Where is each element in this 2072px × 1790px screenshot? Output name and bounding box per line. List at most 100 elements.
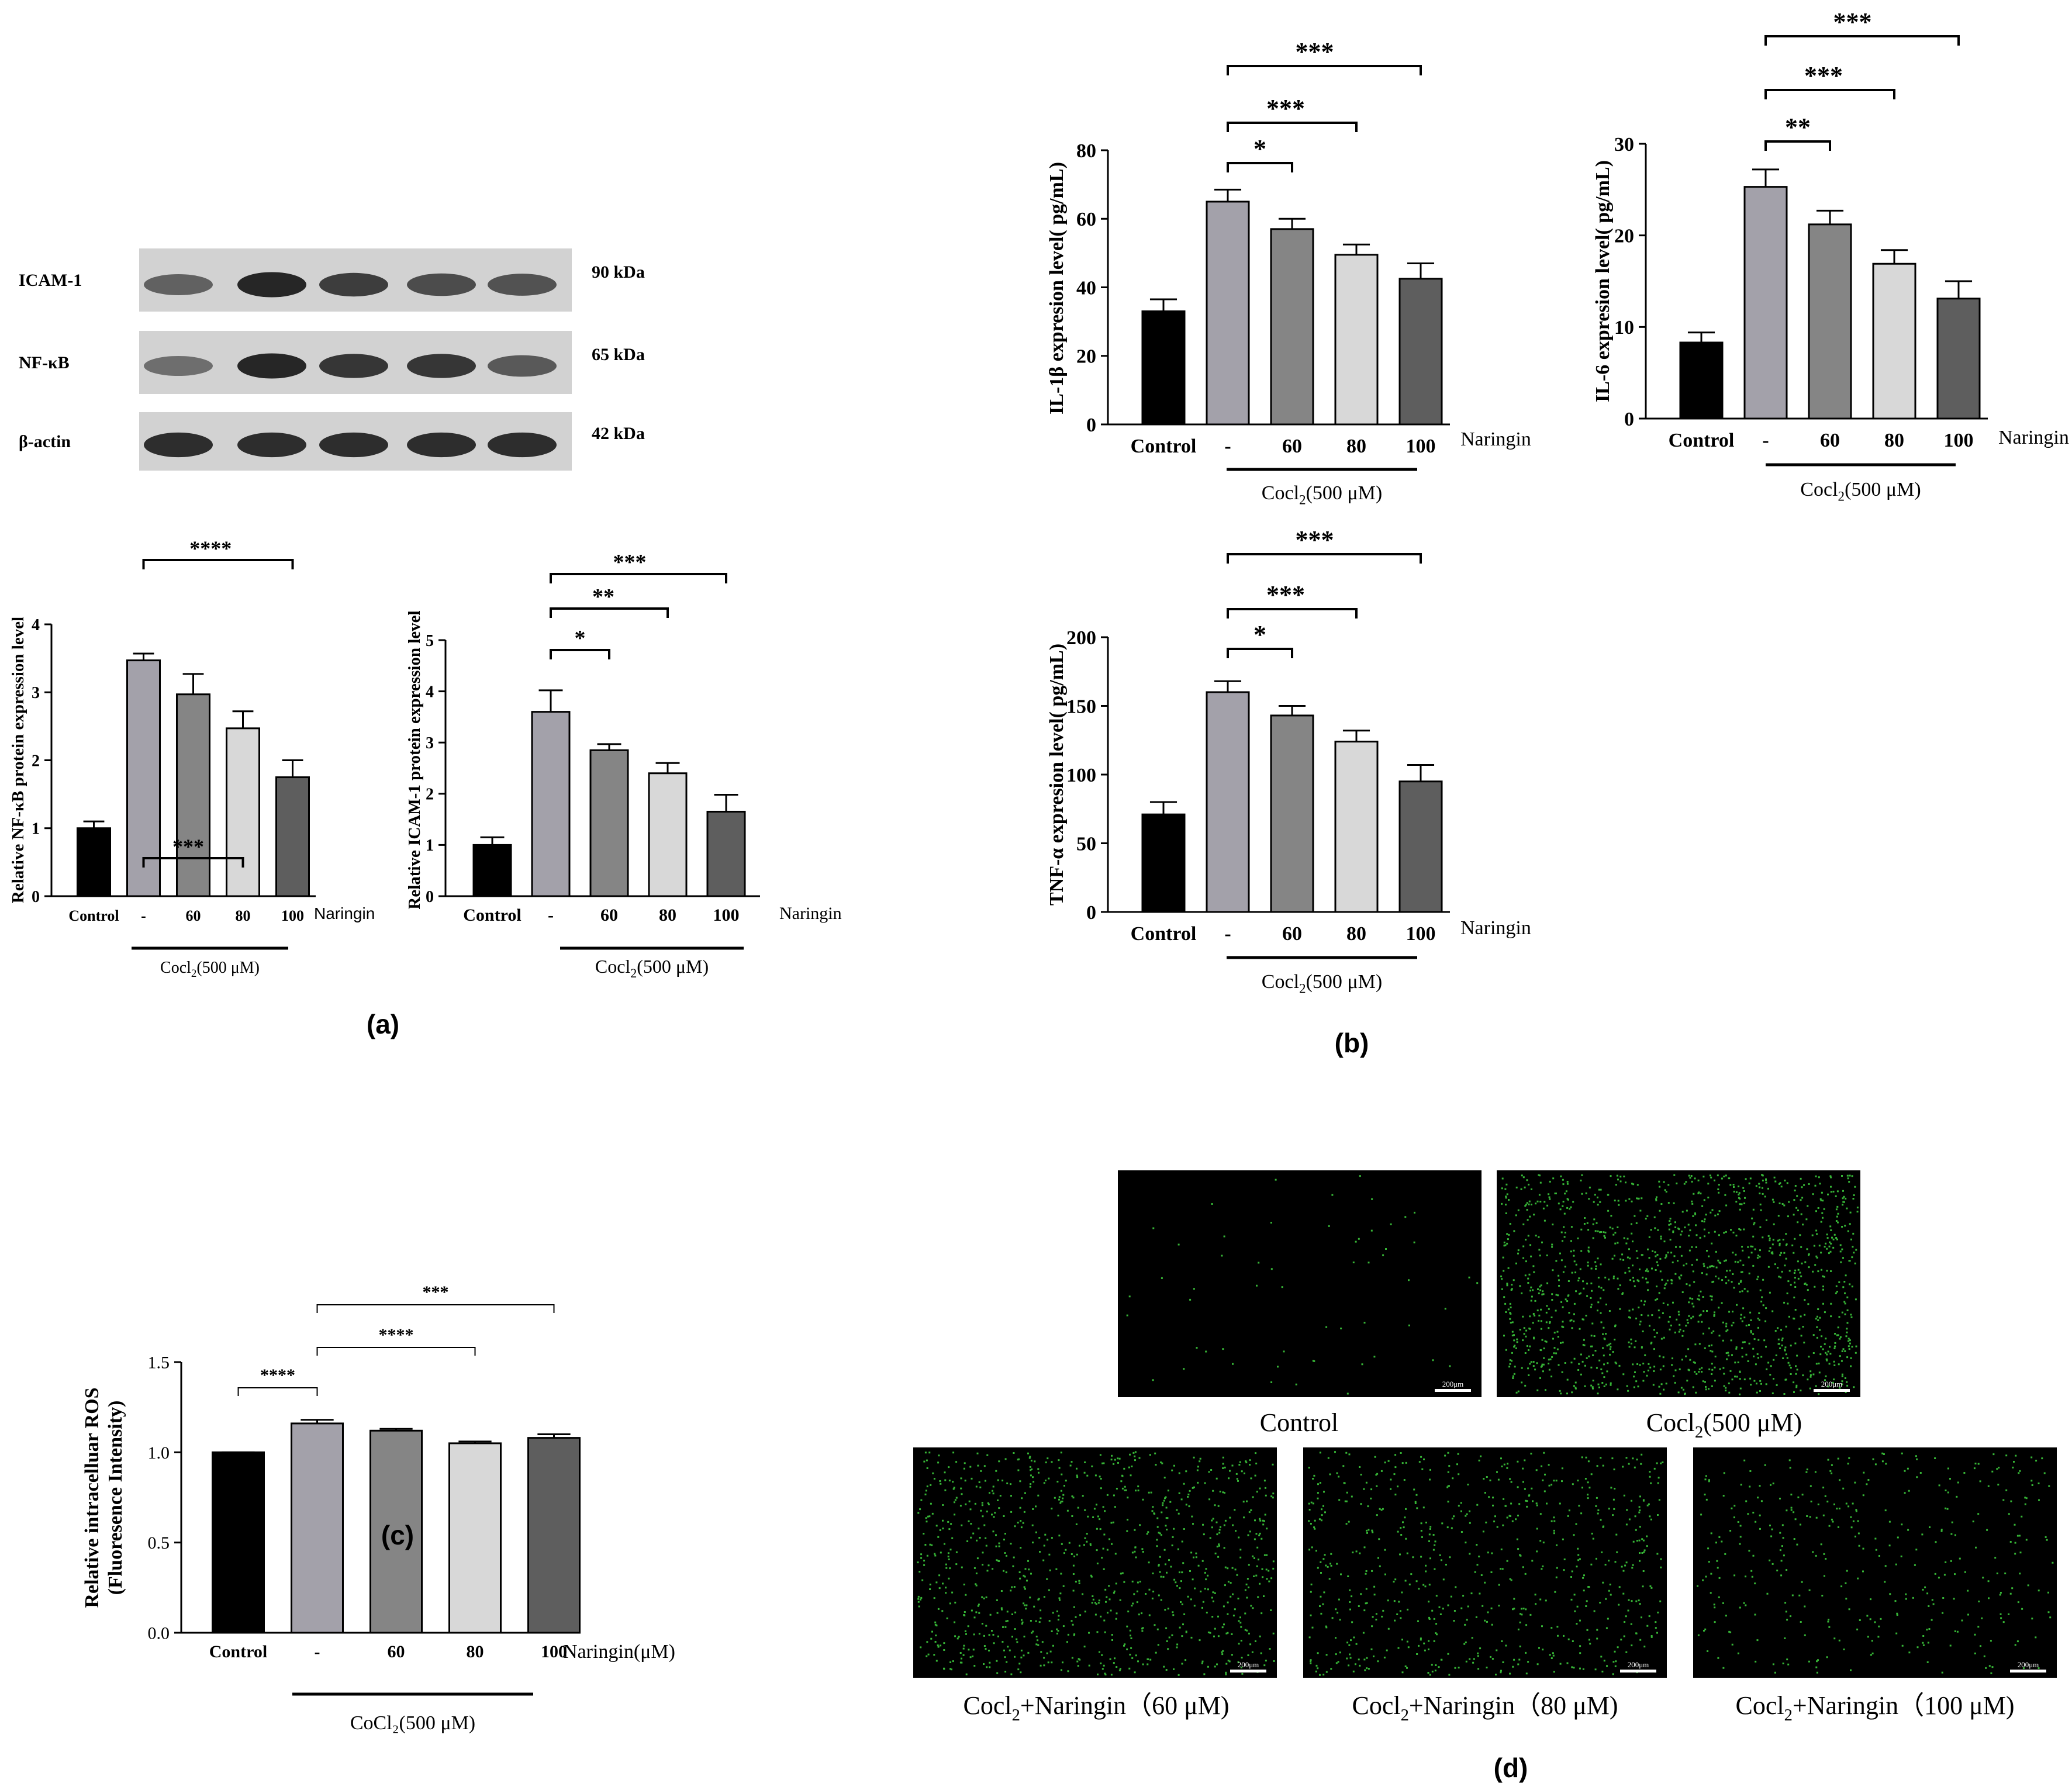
chart-il6-sig-label-0: **	[1785, 113, 1811, 141]
chart-il1b-category-4: 100	[1406, 436, 1436, 457]
western-blot-1-mw: 65 kDa	[592, 345, 645, 364]
chart-il1b-category-2: 60	[1282, 436, 1302, 457]
chart-icam-sig-label-0: *	[575, 626, 586, 651]
chart-nfkb-category-1: -	[141, 907, 146, 924]
western-blot-1-band-0	[144, 355, 213, 376]
chart-nfkb-treatment-label: Naringin	[314, 904, 375, 922]
western-blot-1-band-2	[319, 354, 388, 378]
chart-nfkb-group-label: Cocl2(500 μM)	[160, 959, 260, 980]
chart-il1b-group-label-rest: (500 μM)	[1306, 482, 1383, 504]
chart-ros-ytick-label-3: 1.5	[148, 1353, 170, 1373]
chart-ros-sig-bracket-1	[316, 1347, 476, 1356]
chart-il6-treatment-label: Naringin	[1998, 427, 2069, 448]
chart-il6-sig-bracket-2	[1764, 35, 1960, 46]
western-blot-0-band-4	[488, 274, 557, 296]
chart-il1b-bar-1	[1206, 201, 1250, 426]
chart-il6-bar-1	[1743, 186, 1788, 420]
chart-nfkb-ytick-label-2: 2	[32, 752, 40, 770]
chart-tnfa-category-4: 100	[1406, 923, 1436, 945]
chart-ros-category-2: 60	[388, 1642, 405, 1661]
chart-nfkb-ytick-label-4: 4	[32, 616, 40, 634]
chart-tnfa-sig-bracket-1	[1227, 608, 1358, 618]
chart-tnfa-sig-label-1: ***	[1266, 580, 1305, 609]
chart-il6-category-3: 80	[1884, 430, 1904, 451]
chart-il6-bar-0	[1679, 341, 1724, 420]
chart-ros-category-4: 100	[541, 1642, 567, 1661]
panel-label-b: (b)	[1335, 1028, 1369, 1058]
chart-il1b-category-1: -	[1224, 436, 1231, 457]
western-blot-1-band-4	[488, 355, 557, 377]
fluorescence-1-caption-sub: 2	[1695, 1423, 1703, 1442]
chart-tnfa-category-0: Control	[1131, 923, 1197, 945]
fluorescence-3-caption-main: Cocl	[1352, 1691, 1401, 1720]
chart-nfkb-bar-1	[126, 659, 161, 897]
chart-il1b-ytick-label-2: 40	[1076, 277, 1096, 299]
chart-tnfa-group-label: Cocl2(500 μM)	[1262, 971, 1382, 997]
chart-tnfa-bar-2	[1270, 714, 1314, 913]
chart-tnfa-category-1: -	[1224, 923, 1231, 945]
chart-nfkb-sig-label-1: ****	[189, 537, 232, 560]
panel-labels: (a) (b) (c) (d)	[367, 1009, 1528, 1783]
chart-il6-ylabel: IL-6 expresion level( pg/mL)	[1592, 160, 1614, 402]
chart-icam-group-label: Cocl2(500 μM)	[595, 956, 709, 980]
chart-nfkb-ytick-label-3: 3	[32, 684, 40, 702]
chart-il1b-group-label-sub: 2	[1299, 493, 1306, 508]
fluorescence-3-caption-rest: +Naringin（80 μM)	[1409, 1691, 1618, 1720]
chart-icam-category-1: -	[548, 906, 554, 925]
chart-icam-treatment-label: Naringin	[779, 904, 842, 923]
chart-icam-bar-2	[589, 749, 629, 897]
chart-icam-bar-3	[648, 772, 688, 897]
fluorescence-1-scale-label: 200μm	[1821, 1380, 1843, 1388]
chart-il6-sig-bracket-0	[1764, 140, 1831, 151]
chart-tnfa-ytick-label-0: 0	[1086, 902, 1096, 924]
chart-tnfa-ylabel: TNF-α expresion level( pg/mL)	[1046, 644, 1068, 906]
chart-tnfa-treatment-label: Naringin	[1460, 917, 1531, 939]
chart-ros-bar-2	[369, 1429, 423, 1634]
chart-il1b-sig-bracket-0	[1227, 162, 1293, 172]
fluorescence-0-caption: Control	[1260, 1408, 1338, 1437]
chart-il6-ytick-label-2: 20	[1614, 226, 1634, 247]
chart-il6-bar-2	[1808, 223, 1852, 420]
fluorescence-2-caption-rest: +Naringin（60 μM)	[1020, 1691, 1230, 1720]
chart-ros-treatment-label: Naringin(μM)	[563, 1641, 675, 1663]
fluorescence-4-caption-rest: +Naringin（100 μM)	[1793, 1691, 2015, 1720]
chart-ros-ytick-label-2: 1.0	[148, 1443, 170, 1463]
chart-icam-ytick-label-5: 5	[426, 632, 434, 650]
chart-tnfa-group-label-sub: 2	[1299, 982, 1306, 997]
chart-il1b-ytick-label-4: 80	[1076, 140, 1096, 162]
chart-ros-sig-label-2: ***	[423, 1283, 449, 1302]
chart-ros-bar-4	[527, 1437, 581, 1634]
fluorescence-4-caption-main: Cocl	[1736, 1691, 1784, 1720]
panel-label-d: (d)	[1494, 1753, 1528, 1783]
chart-il6-sig-bracket-1	[1764, 89, 1895, 99]
chart-icam-bar-4	[706, 810, 746, 897]
chart-ros-ylabel: Relative intracelluar ROS	[81, 1387, 103, 1608]
chart-nfkb-group-label-main: Cocl	[160, 959, 191, 977]
chart-tnfa-ytick-label-1: 50	[1076, 833, 1096, 855]
fluorescence-4-caption-sub: 2	[1784, 1706, 1793, 1725]
fluorescence-2: 200μm Cocl2+Naringin（60 μM)	[913, 1447, 1277, 1725]
fluorescence-4-image	[1693, 1447, 2057, 1678]
chart-nfkb-ytick-label-1: 1	[32, 820, 40, 838]
chart-nfkb: 0 1 2 3 4 Relative NF-κB protein expression l…	[9, 537, 375, 980]
chart-nfkb-category-0: Control	[68, 907, 119, 924]
chart-il1b-sig-label-1: ***	[1266, 94, 1305, 123]
chart-il6-group-label: Cocl2(500 μM)	[1800, 479, 1921, 504]
western-blot-0-band-2	[319, 272, 388, 297]
chart-nfkb-sig-bracket-0	[142, 857, 244, 868]
chart-icam-group-label-sub: 2	[630, 966, 637, 980]
fluorescence-3-scale-bar	[1620, 1670, 1656, 1672]
chart-icam-sig-label-1: **	[592, 585, 614, 609]
fluorescence-1-scale-bar	[1814, 1389, 1850, 1392]
chart-tnfa-group-label-rest: (500 μM)	[1306, 971, 1383, 993]
chart-il6-sig-label-2: ***	[1833, 8, 1872, 36]
chart-nfkb-group-label-rest: (500 μM)	[196, 959, 260, 977]
bar-charts: 0 1 2 3 4 Relative NF-κB protein expression l…	[9, 8, 2069, 1734]
chart-tnfa-group-label-main: Cocl	[1262, 971, 1299, 993]
chart-il1b-sig-label-2: ***	[1296, 37, 1334, 66]
chart-ros-category-3: 80	[467, 1642, 484, 1661]
chart-icam-category-2: 60	[600, 906, 618, 925]
